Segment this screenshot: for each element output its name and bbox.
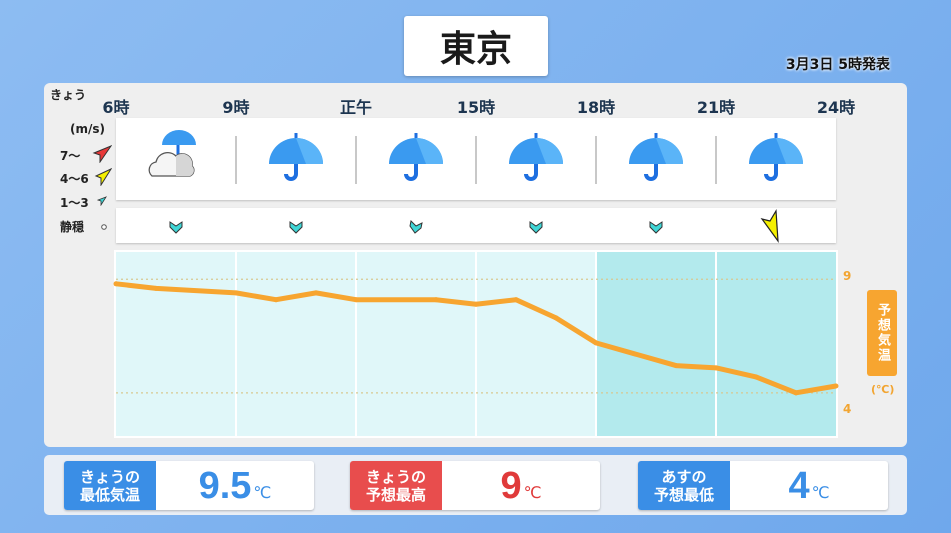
wind-arrow-light-icon	[97, 196, 107, 206]
hour-label: 21時	[696, 98, 736, 117]
summary-label: 予想最高	[365, 485, 426, 504]
wind-arrow-icon	[409, 219, 423, 234]
wind-arrow-strong-icon	[92, 145, 112, 163]
hour-label: 15時	[456, 98, 496, 117]
wind-row	[116, 208, 836, 243]
umbrella-icon	[749, 133, 803, 181]
y-tick: 4	[843, 402, 852, 416]
y-tick: 9	[843, 269, 852, 283]
summary-label: きょうの	[79, 467, 140, 486]
temperature-point	[113, 281, 119, 287]
temperature-point	[353, 297, 359, 303]
summary-label: 予想最低	[653, 485, 714, 504]
temperature-point	[833, 383, 839, 389]
calm-circle-icon	[101, 224, 107, 230]
umbrella-icon	[389, 133, 443, 181]
umbrella-icon	[269, 133, 323, 181]
summary-card-today-max: きょうの 予想最高 9 ℃	[350, 461, 600, 510]
divider	[595, 136, 597, 184]
wind-arrow-icon	[649, 221, 663, 234]
legend-medium: 4〜6	[60, 172, 89, 186]
hour-label: 正午	[339, 98, 372, 117]
temperature-point	[153, 285, 159, 291]
divider	[715, 136, 717, 184]
summary-value: 9	[500, 465, 522, 507]
wind-arrow-yellow-icon	[760, 209, 779, 243]
temperature-point	[513, 297, 519, 303]
wind-arrow-icon	[169, 221, 183, 234]
temperature-point	[673, 363, 679, 369]
cloud-then-rain-icon	[148, 130, 196, 177]
wind-arrow-icon	[289, 221, 303, 234]
temperature-point	[233, 290, 239, 296]
legend-light: 1〜3	[60, 196, 89, 210]
temperature-point	[753, 374, 759, 380]
city-title: 東京	[404, 16, 548, 76]
umbrella-icon	[509, 133, 563, 181]
temperature-point	[473, 301, 479, 307]
divider	[235, 136, 237, 184]
temperature-point	[713, 365, 719, 371]
summary-value: 4	[788, 465, 810, 507]
summary-unit: ℃	[811, 483, 830, 502]
wind-unit-label: (m/s)	[70, 122, 105, 136]
umbrella-icon	[629, 133, 683, 181]
wind-arrow-icon	[529, 221, 543, 234]
temperature-point	[313, 290, 319, 296]
issued-time: 3月3日 5時発表	[785, 57, 890, 73]
legend-strong: 7〜	[60, 149, 81, 163]
summary-unit: ℃	[253, 483, 272, 502]
summary-unit: ℃	[523, 483, 542, 502]
summary-label: あすの	[661, 467, 707, 486]
temperature-point	[553, 315, 559, 321]
summary-card-today-min: きょうの 最低気温 9.5 ℃	[64, 461, 314, 510]
legend-calm: 静穏	[60, 220, 85, 234]
hour-label: 24時	[816, 98, 856, 117]
temperature-point	[273, 297, 279, 303]
y-unit: (℃)	[871, 383, 895, 396]
temperature-line	[115, 281, 837, 396]
temperature-point	[793, 390, 799, 396]
hour-label: 6時	[102, 98, 130, 117]
divider	[475, 136, 477, 184]
hour-label: 18時	[576, 98, 616, 117]
divider	[355, 136, 357, 184]
temperature-point	[593, 340, 599, 346]
wind-arrow-medium-icon	[94, 168, 112, 186]
summary-value: 9.5	[198, 465, 252, 507]
y-axis-label: 予想気温	[867, 290, 897, 376]
summary-card-tomorrow-min: あすの 予想最低 4 ℃	[638, 461, 888, 510]
hour-label: 9時	[222, 98, 250, 117]
summary-label: 最低気温	[79, 485, 140, 504]
temperature-point	[433, 297, 439, 303]
day-label: きょう	[50, 88, 87, 102]
summary-label: きょうの	[365, 467, 426, 486]
